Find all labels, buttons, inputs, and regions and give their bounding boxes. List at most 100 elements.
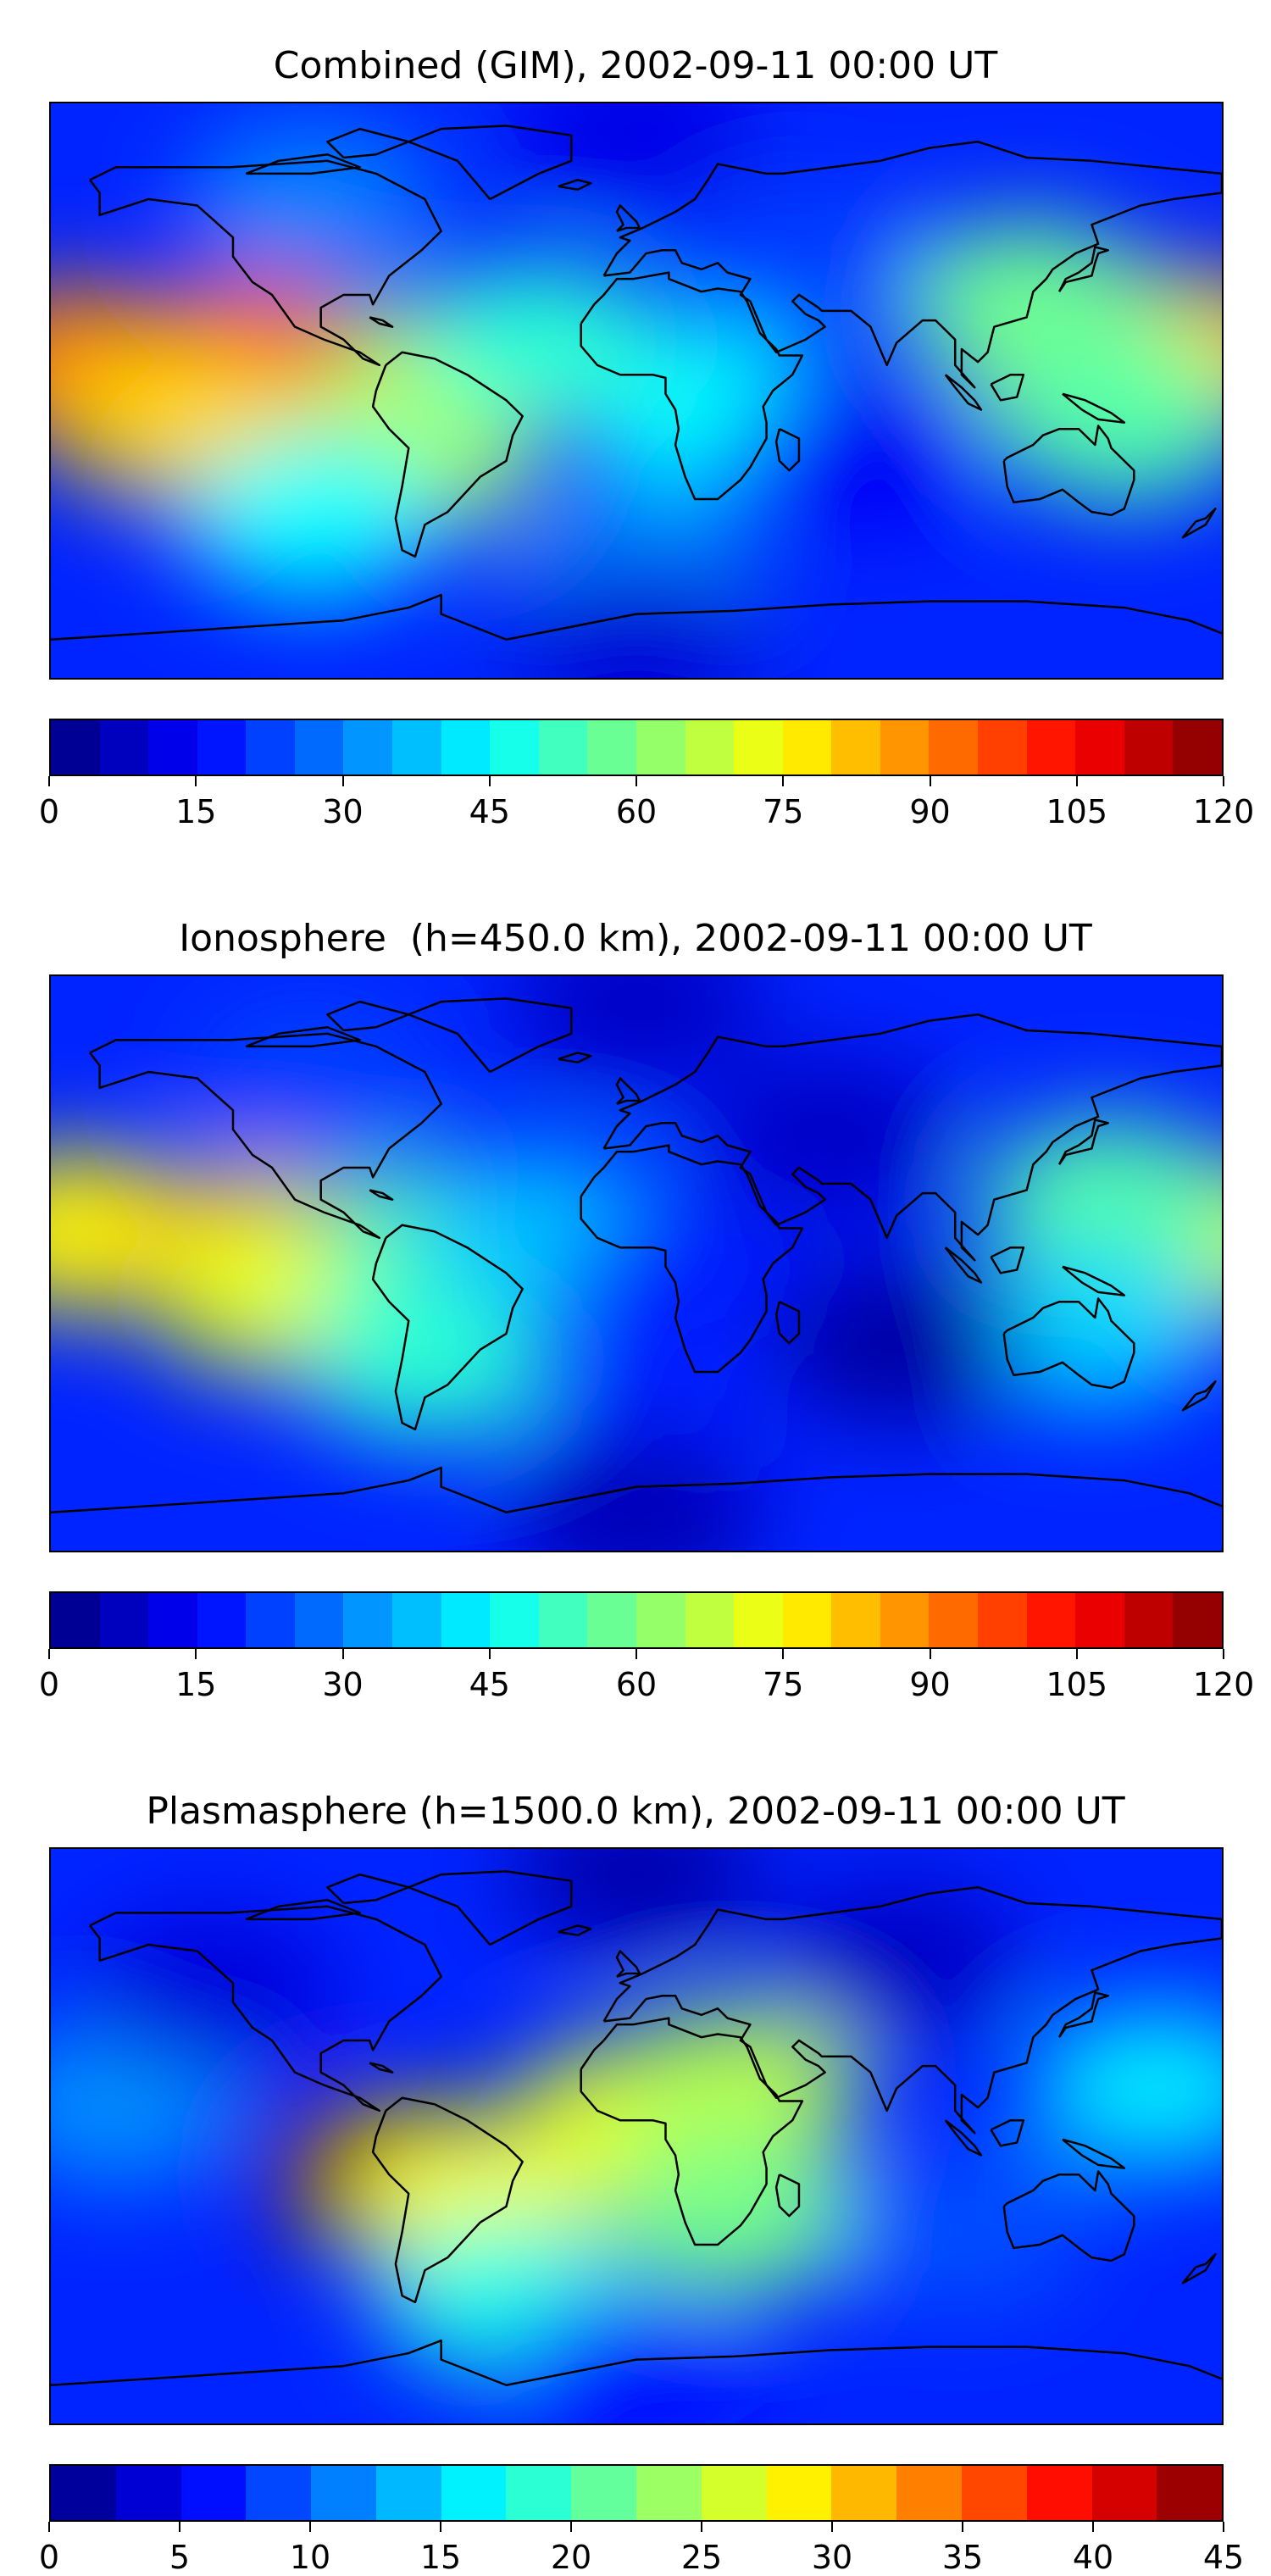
coastlines	[51, 125, 1222, 641]
colorbar-segment	[148, 720, 197, 774]
colorbar-segment	[294, 720, 344, 774]
colorbar-segment	[99, 1593, 149, 1647]
coastline	[558, 1052, 592, 1063]
colorbar-segment	[1026, 720, 1076, 774]
colorbar-segment	[587, 720, 636, 774]
coastline	[408, 1870, 573, 1946]
field-blob	[412, 263, 666, 423]
coastline	[1181, 508, 1217, 539]
colorbar-segment	[782, 1593, 832, 1647]
colorbar-tick	[1075, 1649, 1078, 1659]
colorbar-tick-label: 20	[550, 2539, 592, 2576]
colorbar-tick	[570, 2522, 572, 2532]
coastline	[51, 2339, 1222, 2387]
colorbar-segment	[636, 720, 685, 774]
colorbar-tick-label: 45	[469, 793, 510, 830]
colorbar-segment	[294, 1593, 344, 1647]
colorbar-ticks: 0 5 10 15 20 25 30 35 40 45	[39, 2522, 1244, 2576]
colorbar-segment	[961, 2466, 1027, 2520]
colorbar-tick	[831, 2522, 833, 2532]
colorbar-tick-label: 120	[1192, 793, 1255, 830]
colorbar-tick	[636, 1649, 637, 1659]
colorbar-tick-label: 120	[1192, 1666, 1255, 1703]
coastline	[944, 1246, 983, 1284]
colorbar-tick	[48, 776, 50, 786]
coastline	[1057, 1119, 1109, 1165]
colorbar-segment	[180, 2466, 247, 2520]
coastline	[558, 179, 592, 191]
colorbar-tick	[309, 2522, 311, 2532]
colorbar-tick	[1223, 2522, 1224, 2532]
colorbar-tick	[48, 2522, 50, 2532]
colorbar-segment	[246, 1593, 295, 1647]
field-blob	[184, 119, 438, 280]
colorbar-segment	[977, 1593, 1027, 1647]
coastline	[326, 1000, 410, 1032]
colorbar-segment	[197, 720, 247, 774]
coastline	[602, 140, 1222, 389]
colorbar-segment	[636, 2466, 702, 2520]
colorbar-segment	[929, 720, 978, 774]
colorbar-segment	[734, 720, 783, 774]
colorbar-tick	[195, 776, 197, 786]
colorbar-tick-label: 60	[615, 1666, 658, 1703]
coastline	[245, 1026, 361, 1048]
coastline	[245, 153, 361, 175]
colorbar-segment	[148, 1593, 197, 1647]
coastline	[944, 2119, 983, 2157]
colorbar-segment	[1173, 1593, 1222, 1647]
colorbar-segment	[441, 1593, 491, 1647]
colorbar-tick-label: 0	[38, 2539, 60, 2576]
field-blob	[769, 1263, 1024, 1424]
colorbar-tick	[1223, 1649, 1224, 1659]
colorbar-segment	[392, 720, 441, 774]
colorbar-segment	[311, 2466, 376, 2520]
colorbar-tick-label: 5	[169, 2539, 191, 2576]
map-panel	[49, 974, 1224, 1552]
colorbar-tick	[440, 2522, 441, 2532]
colorbar-segment	[880, 720, 930, 774]
colorbar-segment	[51, 720, 100, 774]
colorbar-segment	[685, 720, 735, 774]
coastline	[615, 1950, 641, 1978]
coastline	[245, 1899, 361, 1921]
coastline	[326, 1873, 410, 1905]
coastline	[1062, 392, 1126, 424]
coastline	[89, 1032, 442, 1240]
coastline	[990, 373, 1025, 402]
colorbar-tick	[195, 1649, 197, 1659]
field-blob	[509, 565, 763, 678]
coastlines	[51, 997, 1222, 1514]
colorbar-tick	[701, 2522, 702, 2532]
field-blob	[607, 2135, 861, 2296]
colorbar-segment	[490, 720, 539, 774]
colorbar-segment	[1157, 2466, 1223, 2520]
colorbar-segment	[506, 2466, 572, 2520]
colorbar-segment	[51, 1593, 100, 1647]
colorbar-segment	[636, 1593, 685, 1647]
coastline	[369, 1189, 394, 1201]
colorbar-tick	[782, 776, 785, 786]
coastline	[615, 1077, 641, 1105]
colorbar-tick-label: 15	[175, 793, 217, 830]
colorbar-segment	[831, 720, 880, 774]
colorbar-tick	[48, 1649, 50, 1659]
colorbar-segment	[99, 720, 149, 774]
colorbar-ticks: 0 15 30 45 60 75 90 105 120	[39, 1649, 1254, 1703]
field-blob	[900, 221, 1154, 381]
coastline	[580, 271, 804, 501]
colorbar-tick	[1223, 776, 1224, 786]
coastline	[51, 1466, 1222, 1514]
colorbar-tick-label: 75	[763, 1666, 804, 1703]
field-blob	[184, 438, 438, 599]
coastline	[1002, 425, 1135, 517]
field-blob	[297, 1279, 552, 1440]
colorbar-tick	[782, 1649, 785, 1659]
colorbar-segment	[831, 1593, 880, 1647]
colorbar-segment	[734, 1593, 783, 1647]
coastline	[1002, 2170, 1135, 2262]
colorbar-tick-label: 90	[909, 1666, 951, 1703]
field-blob	[964, 1246, 1219, 1407]
coastline	[408, 125, 573, 201]
coastline	[990, 1246, 1025, 1274]
